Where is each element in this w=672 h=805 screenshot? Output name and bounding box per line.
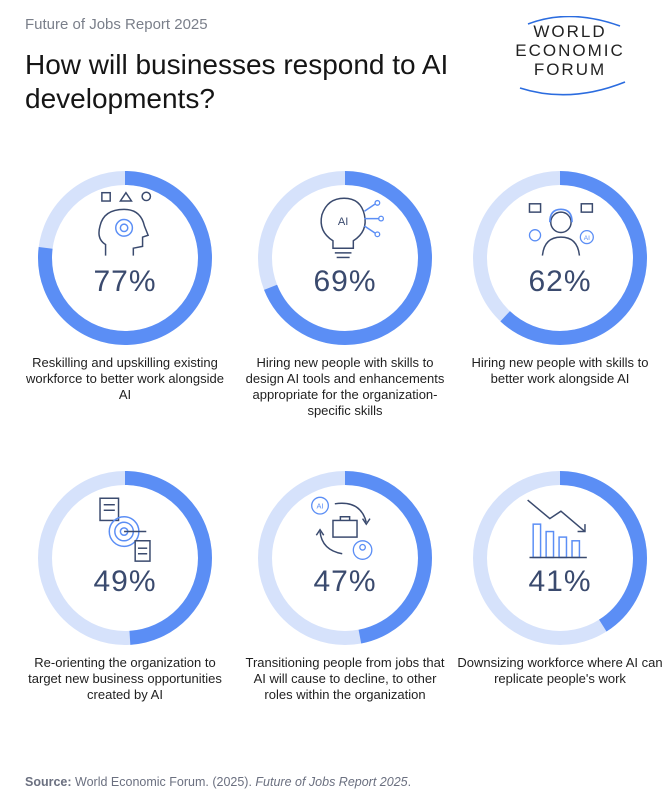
source-note: Source: World Economic Forum. (2025). Fu…: [25, 775, 411, 789]
ring-fill-arc: [258, 171, 432, 345]
percentage-label: 62%: [528, 265, 592, 298]
ring-fill-arc: [473, 471, 647, 645]
source-label: Source:: [25, 775, 72, 789]
percentage-label: 77%: [93, 265, 157, 298]
source-publication: Future of Jobs Report 2025: [255, 775, 408, 789]
logo-line-2: ECONOMIC: [515, 41, 625, 60]
svg-text:AI: AI: [338, 216, 348, 228]
ring-svg: [473, 171, 647, 345]
category-description: Hiring new people with skills to better …: [471, 355, 649, 386]
ring-fill-arc: [258, 471, 432, 645]
ai-lightbulb-icon: AI: [320, 197, 385, 259]
wef-logo-arc: [519, 16, 626, 96]
ring-chart: 41%: [465, 463, 655, 653]
ring-svg: [38, 171, 212, 345]
ring-fill-arc: [473, 171, 647, 345]
svg-text:AI: AI: [317, 501, 324, 510]
target-documents-icon: [99, 497, 151, 562]
wef-logo: WORLD ECONOMIC FORUM: [500, 16, 640, 96]
ring-chart: AI 62%: [465, 163, 655, 353]
ring-svg: [38, 471, 212, 645]
ring-chart: AI 69%: [250, 163, 440, 353]
source-end: .: [407, 775, 412, 789]
ring-svg: [258, 171, 432, 345]
ring-fill-arc: [38, 471, 212, 645]
source-text: World Economic Forum. (2025).: [75, 775, 256, 789]
percentage-label: 49%: [93, 565, 157, 598]
svg-text:AI: AI: [584, 235, 590, 242]
percentage-label: 69%: [313, 265, 377, 298]
head-gear-icon: [98, 191, 152, 256]
category-description: Re-orienting the organization to target …: [28, 655, 222, 702]
page-title: How will businesses respond to AI develo…: [25, 49, 449, 114]
category-description: Reskilling and upskilling existing workf…: [26, 355, 224, 402]
logo-line-1: WORLD: [533, 22, 607, 41]
category-description: Transitioning people from jobs that AI w…: [245, 655, 445, 702]
transition-cycle-icon: AI: [311, 496, 373, 560]
ring-fill-arc: [38, 171, 212, 345]
ring-svg: [473, 471, 647, 645]
category-description: Downsizing workforce where AI can replic…: [457, 655, 663, 686]
ring-chart: 77%: [30, 163, 220, 353]
declining-bars-icon: [527, 499, 587, 559]
percentage-label: 47%: [313, 565, 377, 598]
ring-chart: AI 47%: [250, 463, 440, 653]
percentage-label: 41%: [528, 565, 592, 598]
logo-line-3: FORUM: [533, 60, 607, 79]
ring-svg: [258, 471, 432, 645]
category-description: Hiring new people with skills to design …: [245, 355, 445, 418]
ring-chart: 49%: [30, 463, 220, 653]
report-label: Future of Jobs Report 2025: [25, 16, 208, 33]
person-tools-icon: AI: [528, 203, 594, 256]
